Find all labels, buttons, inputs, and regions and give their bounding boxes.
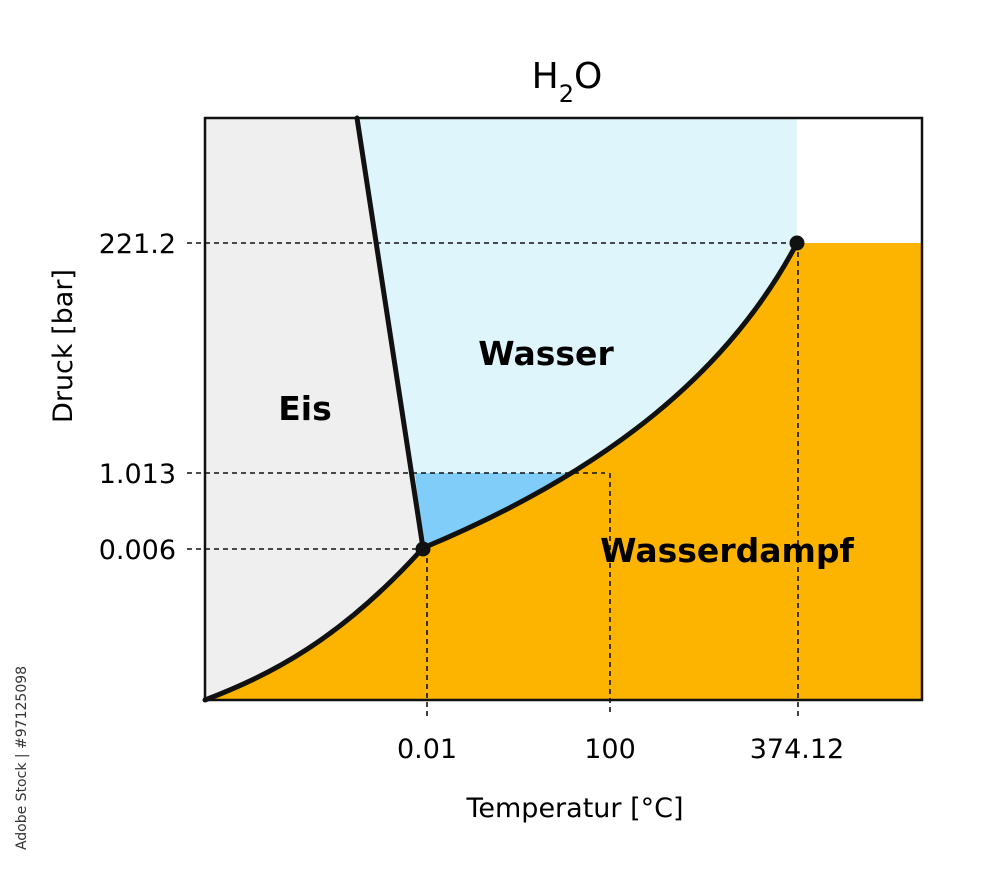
melting-curve (354, 115, 426, 551)
phase-boundaries (202, 115, 800, 703)
region-label-vapor: Wasserdampf (600, 531, 854, 570)
water-region (357, 118, 797, 548)
region-label-ice: Eis (278, 389, 332, 428)
vaporization-curve (420, 240, 800, 551)
diagram-title: H2O (532, 56, 603, 108)
y-axis-label: Druck [bar] (48, 269, 79, 423)
ice-region (205, 118, 423, 700)
sublimation-curve (202, 545, 426, 703)
vapor-region (205, 243, 922, 700)
x-tick-100: 100 (584, 734, 636, 765)
x-tick-374-12: 374.12 (750, 734, 844, 765)
y-tick-221-2: 221.2 (99, 229, 176, 260)
y-tick-1-013: 1.013 (99, 459, 176, 490)
guide-lines (187, 242, 799, 716)
region-label-water: Wasser (478, 334, 614, 373)
plot-frame (203, 116, 924, 702)
x-tick-0-01: 0.01 (397, 734, 457, 765)
x-axis-label: Temperatur [°C] (465, 793, 683, 824)
y-tick-0-006: 0.006 (99, 535, 176, 566)
critical-point-marker (789, 235, 805, 251)
watermark-text: Adobe Stock | #97125098 (14, 666, 30, 850)
triple-point-marker (415, 541, 431, 557)
